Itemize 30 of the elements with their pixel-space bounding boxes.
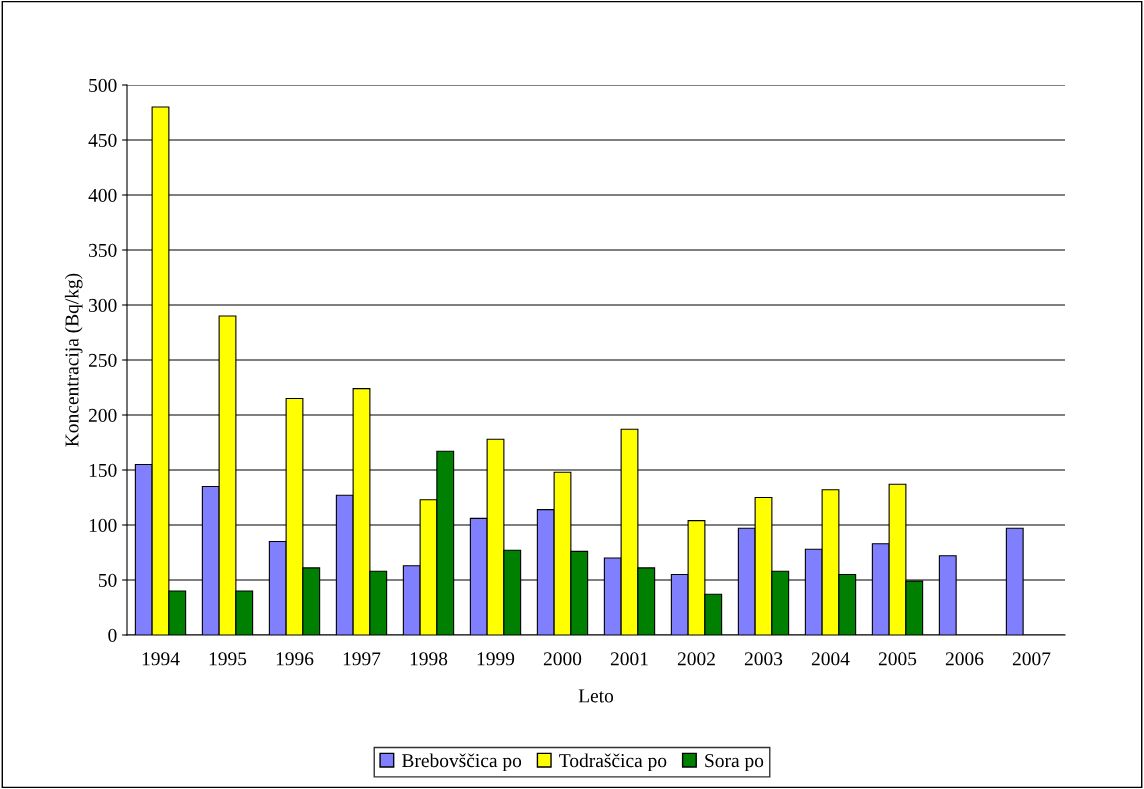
x-tick-label: 1998	[410, 652, 448, 666]
x-tick-label: 1999	[477, 652, 515, 666]
x-tick-label: 2003	[744, 652, 783, 666]
legend-label: Sora po	[705, 754, 764, 772]
x-tick-label: 2004	[811, 652, 850, 666]
y-tick-label: 200	[88, 408, 117, 422]
x-tick-label: 2007	[1012, 652, 1051, 666]
y-tick-label: 150	[89, 463, 117, 477]
x-tick-label: 1997	[343, 652, 381, 666]
x-tick-label: 2000	[543, 652, 582, 666]
x-tick-label: 2006	[945, 652, 984, 666]
y-tick-label: 450	[88, 133, 117, 147]
y-tick-label: 400	[88, 188, 117, 202]
legend-label: Todraščica po	[559, 753, 667, 772]
y-tick-label: 350	[89, 243, 117, 257]
x-tick-label: 2005	[878, 652, 917, 666]
y-tick-label: 300	[89, 298, 117, 312]
y-tick-label: 500	[89, 78, 117, 92]
x-axis-title: Leto	[578, 689, 614, 703]
y-tick-label: 0	[108, 628, 117, 642]
x-tick-label: 1995	[209, 652, 247, 666]
x-tick-label: 2001	[610, 652, 648, 666]
y-tick-label: 250	[88, 353, 117, 367]
y-tick-label: 50	[98, 573, 117, 587]
y-axis-title: Koncentracija (Bq/kg)	[64, 273, 83, 447]
x-tick-label: 1996	[276, 652, 314, 666]
x-tick-label: 2002	[677, 652, 715, 666]
y-tick-label: 100	[89, 518, 117, 532]
legend-label: Brebovščica po	[402, 753, 522, 772]
x-tick-label: 1994	[142, 652, 180, 666]
